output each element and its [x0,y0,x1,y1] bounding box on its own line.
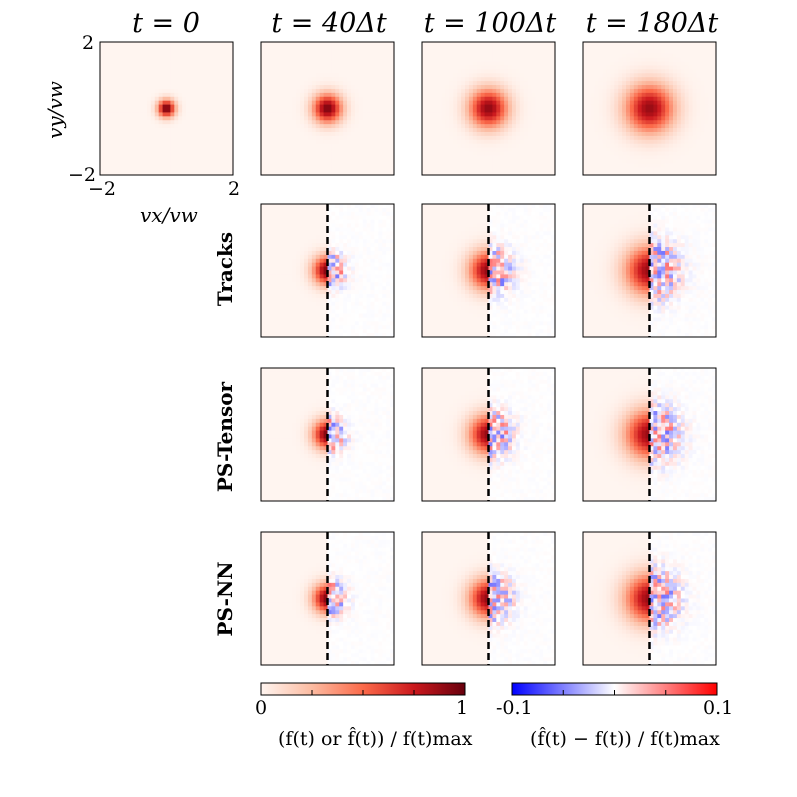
heatmap-panel-r1-c3 [583,204,717,338]
panel-frame-r0-c2 [421,41,556,176]
x-tick-left: −2 [88,178,117,200]
density-cbar-min: 0 [255,697,268,719]
heatmap-panel-r3-c2 [422,532,556,666]
density-cbar-label: (f(t) or f̂(t)) / f(t)max [278,728,473,750]
heatmap-panel-r0-c0 [100,42,234,176]
heatmap-panel-r2-c2 [422,368,556,502]
row-label-tracks: Tracks [213,231,237,307]
y-axis-label: vy/vw [42,81,67,139]
heatmap-panel-r0-c3 [583,42,717,176]
heatmap-panel-r3-c3 [583,532,717,666]
heatmap-panel-r0-c1 [261,42,395,176]
heatmap-panel-r2-c3 [583,368,717,502]
row-label-ps-tensor: PS-Tensor [213,381,237,493]
y-tick-top: 2 [82,32,95,54]
x-axis-label: vx/vw [140,203,198,227]
heatmap-panel-r1-c2 [422,204,556,338]
diff-cbar-label: (f̂(t) − f(t)) / f(t)max [530,728,720,750]
panel-frame-r0-c1 [260,41,395,176]
col-title-t180: t = 180Δt [585,8,719,39]
heatmap-panel-r2-c1 [261,368,395,502]
density-cbar-max: 1 [456,697,469,719]
col-title-t100: t = 100Δt [423,8,557,39]
panel-frame-r0-c0 [99,41,234,176]
heatmap-panel-r0-c2 [422,42,556,176]
col-title-t40: t = 40Δt [271,8,387,39]
y-tick-bottom: −2 [68,164,97,186]
col-title-t0: t = 0 [132,8,200,39]
heatmap-panel-r3-c1 [261,532,395,666]
diff-cbar-min: -0.1 [496,697,533,719]
panel-frame-r0-c3 [582,41,717,176]
row-label-ps-nn: PS-NN [213,561,237,637]
x-tick-right: 2 [228,178,241,200]
diff-cbar-max: 0.1 [703,697,734,719]
heatmap-panel-r1-c1 [261,204,395,338]
